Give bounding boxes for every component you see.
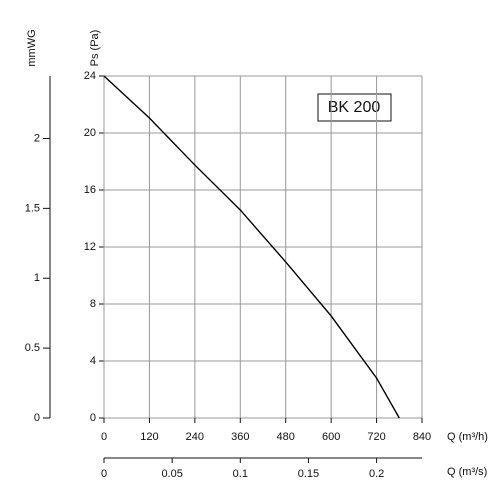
- y-tick-label: 4: [90, 355, 96, 367]
- curve: [103, 75, 400, 419]
- y-tick-label: 12: [84, 241, 96, 253]
- y-tick-label: 24: [84, 70, 96, 82]
- y2-tick-label: 1: [34, 272, 40, 284]
- x2-axis-title: Q (m³/s): [447, 466, 487, 478]
- y-tick-label: 0: [90, 412, 96, 424]
- x-tick-label: 720: [367, 431, 385, 443]
- x2-tick-label: 0.2: [369, 468, 384, 480]
- y-tick-label: 16: [84, 184, 96, 196]
- y-tick-label: 8: [90, 298, 96, 310]
- y2-tick-label: 0.5: [25, 342, 40, 354]
- x-axis-title: Q (m³/h): [447, 431, 488, 443]
- y-axis-title: Ps (Pa): [89, 30, 101, 67]
- annotation: BK 200: [328, 99, 381, 116]
- x-tick-label: 120: [140, 431, 158, 443]
- x-tick-label: 360: [231, 431, 249, 443]
- y2-tick-label: 2: [34, 132, 40, 144]
- x2-tick-label: 0: [101, 468, 107, 480]
- x-tick-label: 240: [186, 431, 204, 443]
- x-tick-label: 840: [413, 431, 431, 443]
- x-tick-label: 600: [322, 431, 340, 443]
- x-tick-label: 0: [101, 431, 107, 443]
- y-tick-label: 20: [84, 127, 96, 139]
- y2-tick-label: 1.5: [25, 202, 40, 214]
- x2-tick-label: 0.1: [233, 468, 248, 480]
- x2-tick-label: 0.05: [161, 468, 182, 480]
- y2-tick-label: 0: [34, 412, 40, 424]
- y2-axis-title: mmWG: [26, 29, 38, 66]
- x2-tick-label: 0.15: [298, 468, 319, 480]
- x-tick-label: 480: [277, 431, 295, 443]
- annotation-box: [317, 93, 392, 122]
